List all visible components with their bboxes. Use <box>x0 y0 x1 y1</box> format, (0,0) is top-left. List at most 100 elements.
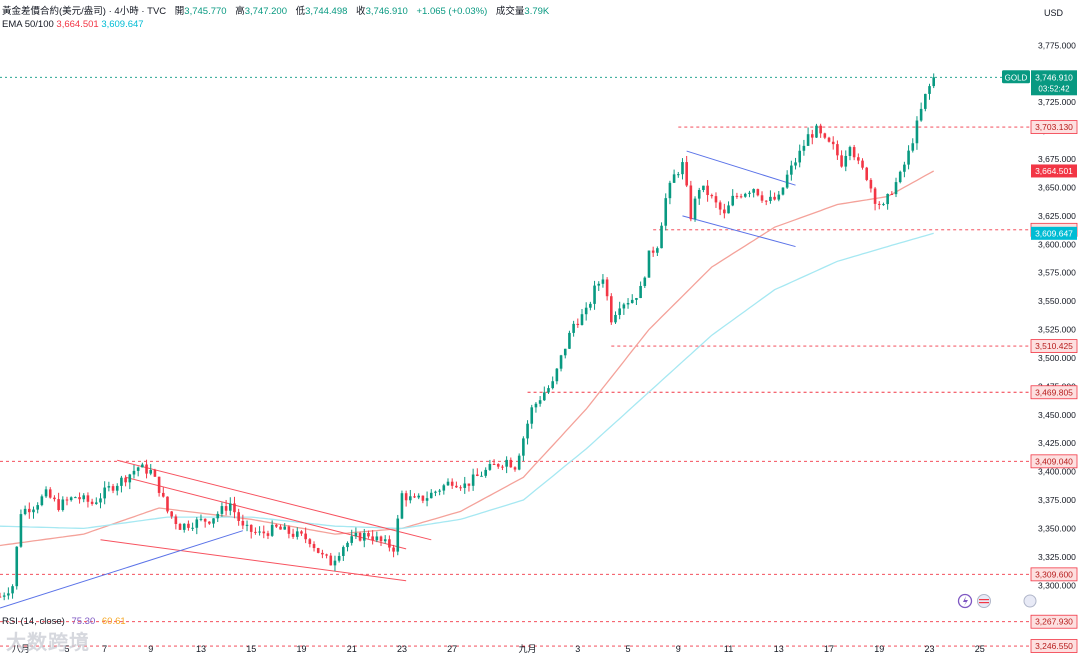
candle-body <box>128 474 132 483</box>
candle-body <box>601 279 605 284</box>
candle-body <box>873 188 877 204</box>
candle-body <box>241 520 245 526</box>
x-tick-label: 3 <box>575 644 580 654</box>
candle-body <box>78 497 81 500</box>
candle-body <box>810 134 814 138</box>
candle-body <box>28 508 31 513</box>
level-tag <box>1030 614 1078 629</box>
candle-body <box>153 469 157 477</box>
candle-body <box>409 496 412 501</box>
candle-body <box>325 554 328 556</box>
candle-body <box>249 524 253 532</box>
candle-body <box>852 147 856 158</box>
level-tag-label: 3,267.930 <box>1035 617 1073 627</box>
y-tick-label: 3,450.000 <box>1038 410 1076 420</box>
candle-body <box>844 155 848 167</box>
candle-body <box>371 536 374 541</box>
candle-body <box>258 531 261 533</box>
event-markers[interactable] <box>957 593 1037 609</box>
level-tag-label: 3,309.600 <box>1035 569 1073 579</box>
candle-body <box>882 204 885 206</box>
rsi-legend[interactable]: RSI (14, close) 75.30 60.61 <box>2 616 126 627</box>
us-flag-stripes-2 <box>979 602 989 604</box>
us-flag-icon[interactable] <box>977 594 991 608</box>
y-tick-label: 3,575.000 <box>1038 268 1076 278</box>
candle-body <box>656 248 659 253</box>
candle-body <box>739 196 743 198</box>
candle-body <box>195 519 199 528</box>
x-tick-label: 25 <box>975 644 985 654</box>
candle-body <box>358 532 362 541</box>
candle-body <box>530 407 534 424</box>
candle-body <box>32 509 35 513</box>
candle-body <box>375 536 379 541</box>
candle-body <box>689 185 693 220</box>
candle-body <box>312 544 316 549</box>
ema100-line <box>0 232 934 530</box>
candle-body <box>919 108 923 121</box>
change-value: +1.065 (+0.03%) <box>416 6 488 17</box>
candle-body <box>136 467 140 471</box>
candle-body <box>723 209 726 214</box>
chart-header: 黃金差價合約(美元/盎司) · 4小時 · TVC 開3,745.770 高3,… <box>2 3 555 17</box>
x-tick-label: 13 <box>196 644 206 654</box>
candle-body <box>777 194 781 200</box>
y-tick-label: 3,300.000 <box>1038 580 1076 590</box>
candle-body <box>597 283 601 286</box>
candle-body <box>861 160 864 168</box>
candle-body <box>492 463 496 465</box>
candle-body <box>216 513 220 519</box>
candle-body <box>392 547 395 552</box>
trendline <box>686 150 796 186</box>
candle-body <box>589 303 592 308</box>
trendline <box>682 215 796 248</box>
candle-body <box>664 198 668 226</box>
candlesticks <box>0 73 935 601</box>
y-tick-label: 3,625.000 <box>1038 211 1076 221</box>
candle-body <box>681 162 684 175</box>
candle-body <box>99 498 102 503</box>
candle-body <box>220 506 224 514</box>
candle-body <box>672 174 676 183</box>
watermark: 大数跨境 <box>6 632 90 654</box>
candle-body <box>886 193 889 205</box>
x-tick-label: 九月 <box>519 644 537 654</box>
candle-body <box>287 526 291 534</box>
candle-body <box>626 303 630 305</box>
candle-body <box>329 555 333 566</box>
candle-body <box>254 531 257 533</box>
candle-body <box>44 489 48 497</box>
candle-body <box>915 120 919 144</box>
candle-body <box>396 518 400 552</box>
ema-legend[interactable]: EMA 50/100 3,664.501 3,609.647 <box>2 19 144 30</box>
y-tick-label: 3,500.000 <box>1038 353 1076 363</box>
candle-body <box>702 185 705 191</box>
candle-body <box>141 464 144 468</box>
candle-body <box>836 144 839 156</box>
candle-body <box>421 495 425 501</box>
us-flag-stripes <box>979 599 989 601</box>
candle-body <box>819 125 822 134</box>
us-flag-icon-2[interactable] <box>1023 594 1037 608</box>
y-tick-label: 3,350.000 <box>1038 523 1076 533</box>
candle-body <box>7 593 10 596</box>
close-value: 3,746.910 <box>365 6 408 17</box>
candle-body <box>149 469 153 474</box>
candle-body <box>208 521 211 524</box>
x-tick-label: 9 <box>676 644 681 654</box>
candle-body <box>316 548 320 553</box>
candle-body <box>794 162 797 166</box>
candle-body <box>115 485 119 491</box>
candle-body <box>178 523 182 530</box>
time-axis: 八月 5 7 9 13 15 19 21 23 27 九月 3 5 9 11 13 17 19 23 25 <box>12 644 985 654</box>
candle-body <box>23 508 27 515</box>
x-tick-label: 17 <box>824 644 834 654</box>
y-tick-label: 3,725.000 <box>1038 97 1076 107</box>
candle-body <box>434 491 437 493</box>
candle-body <box>308 539 312 545</box>
candle-body <box>455 485 458 488</box>
candle-body <box>467 483 471 486</box>
volume-label: 成交量 <box>495 6 525 17</box>
currency-label: USD <box>1044 8 1064 18</box>
